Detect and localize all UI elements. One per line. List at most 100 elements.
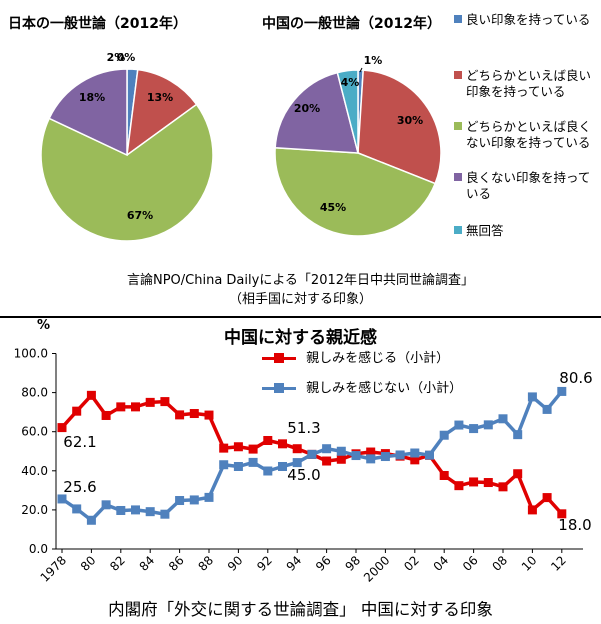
legend-label: どちらかといえば良い印象を持っている [466, 68, 592, 99]
data-point-red [366, 447, 376, 457]
data-point-blue [101, 500, 111, 510]
data-point-blue [527, 392, 537, 402]
data-point-blue [292, 458, 302, 468]
pie-slice-label: 30% [397, 114, 423, 127]
pie-slice-label: 67% [127, 209, 153, 222]
y-tick-label: 80.0 [21, 386, 48, 400]
data-point-blue [307, 449, 317, 459]
data-point-red [86, 390, 96, 400]
value-annotation: 45.0 [287, 466, 320, 484]
data-point-red [72, 406, 82, 416]
data-point-blue [425, 450, 434, 460]
pie-slice [336, 69, 359, 154]
data-point-blue [351, 451, 361, 461]
data-point-red [557, 509, 567, 519]
data-point-red [454, 481, 464, 491]
data-point-blue [513, 430, 523, 440]
data-point-blue [72, 504, 82, 514]
line-chart-title: 中国に対する親近感 [224, 328, 377, 348]
data-point-red [336, 454, 346, 464]
y-tick-label: 40.0 [21, 464, 48, 478]
x-tick-label: 04 [431, 553, 452, 574]
x-tick-label: 12 [548, 553, 569, 574]
legend-line-red [262, 353, 296, 363]
x-tick-label: 06 [460, 553, 481, 574]
legend-label: 無回答 [466, 223, 504, 238]
data-point-red [542, 493, 552, 503]
data-point-blue [336, 446, 346, 456]
x-tick-label: 90 [225, 553, 246, 574]
value-annotation: 18.0 [558, 516, 591, 534]
data-point-blue [86, 515, 96, 525]
data-point-red [278, 439, 287, 449]
value-annotation: 25.6 [63, 478, 96, 496]
data-point-blue [557, 386, 567, 396]
x-tick-label: 1978 [38, 553, 69, 584]
legend-swatch [454, 71, 462, 79]
pie-slice-label: 20% [294, 102, 320, 115]
x-tick-label: 98 [342, 553, 363, 574]
x-tick-label: 08 [489, 553, 510, 574]
pie-charts: 2% 13% 67% 18% 0% 1% 30% 45% 20% 4% [40, 51, 442, 242]
x-tick-label: 86 [166, 553, 187, 574]
data-point-red [248, 444, 258, 454]
data-point-red [469, 477, 479, 487]
data-point-red [527, 505, 537, 515]
data-point-blue [469, 424, 479, 434]
data-point-red [513, 469, 523, 479]
data-point-blue [278, 461, 287, 471]
pie-leader-line [359, 67, 363, 73]
pie-slice [274, 71, 359, 154]
x-tick-label: 2000 [361, 553, 392, 584]
pie-slice-label: 0% [117, 51, 136, 64]
x-tick-label: 96 [313, 553, 334, 574]
data-point-red [219, 443, 229, 453]
value-annotation: 51.3 [287, 419, 320, 437]
data-point-blue [189, 495, 199, 505]
x-tick-label: 82 [107, 553, 128, 574]
pie-slice-label: 13% [147, 91, 173, 104]
data-point-red [322, 456, 332, 466]
legend-swatch [454, 226, 462, 234]
pie-slice-label: 18% [79, 91, 105, 104]
pie-caption-line2: （相手国に対する印象） [228, 292, 372, 307]
data-point-blue [410, 448, 420, 458]
legend-label: どちらかといえば良くない印象を持っている [466, 119, 592, 150]
data-point-blue [204, 492, 214, 502]
pie-slice [274, 146, 437, 237]
x-tick-label: 84 [137, 553, 158, 574]
data-point-red [292, 444, 302, 454]
data-point-blue [57, 494, 67, 504]
data-point-blue [366, 454, 376, 464]
pie-caption-line1: 言論NPO/China Dailyによる「2012年日中共同世論調査」 [126, 273, 475, 288]
data-point-red [175, 410, 185, 420]
legend-swatch [454, 122, 462, 130]
value-annotation: 80.6 [559, 369, 592, 387]
data-point-blue [131, 505, 140, 515]
x-tick-label: 80 [78, 553, 99, 574]
china-pie-title: 中国の一般世論（2012年） [262, 16, 441, 32]
legend-label: 良くない印象を持っている [466, 170, 591, 201]
y-unit-label: % [37, 318, 51, 333]
data-point-red [439, 470, 449, 480]
data-point-blue [175, 496, 185, 506]
data-point-red [116, 402, 126, 412]
data-point-blue [116, 505, 126, 515]
data-point-blue [454, 420, 464, 430]
line-legend-blue: 親しみを感じない（小計） [262, 377, 462, 396]
x-tick-label: 92 [254, 553, 275, 574]
pie-slice-label: 1% [364, 54, 383, 67]
data-point-blue [219, 460, 229, 470]
pie-slice [40, 103, 214, 242]
data-point-red [263, 435, 273, 445]
legend-swatch [454, 15, 462, 23]
line-chart-caption: 内閣府「外交に関する世論調査」 中国に対する印象 [108, 600, 493, 619]
legend-blue-label: 親しみを感じない（小計） [306, 381, 463, 396]
x-tick-label: 10 [519, 553, 540, 574]
data-point-red [204, 410, 214, 420]
legend-label: 良い印象を持っている [466, 12, 591, 27]
x-tick-label: 94 [284, 553, 305, 574]
data-point-red [57, 423, 67, 433]
data-point-blue [380, 452, 390, 462]
data-point-blue [233, 461, 243, 471]
